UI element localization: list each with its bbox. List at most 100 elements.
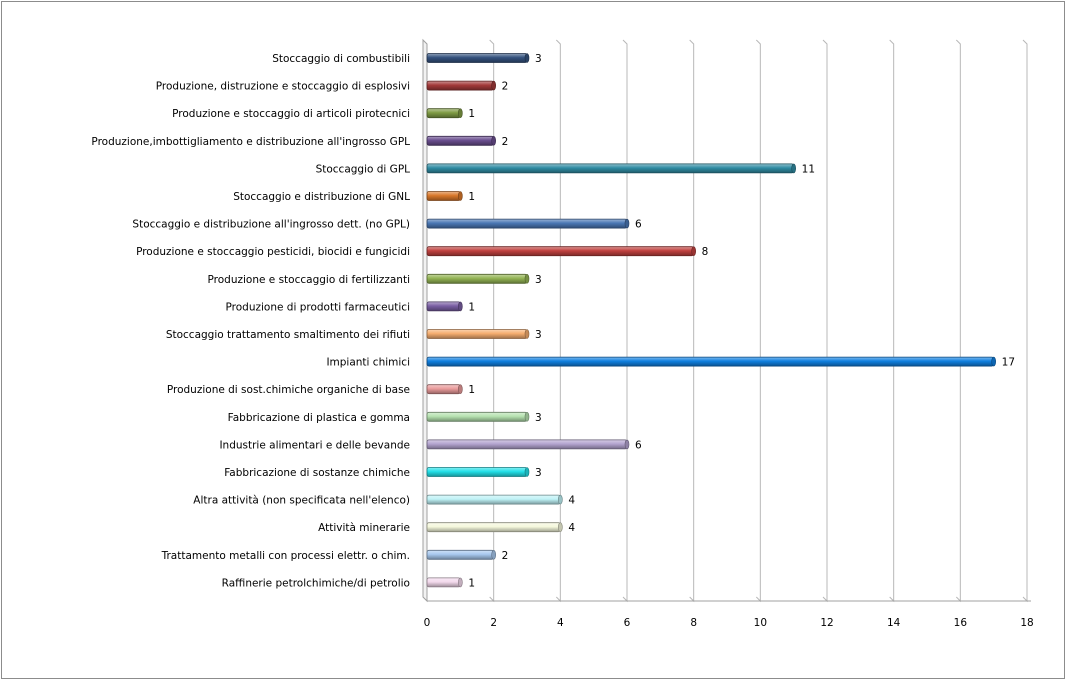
axes: [422, 38, 1031, 603]
data-label: 4: [568, 522, 575, 534]
bar-end-cap: [458, 577, 463, 588]
data-label: 1: [468, 191, 475, 203]
category-label: Produzione di sost.chimiche organiche di…: [167, 384, 410, 396]
bar: [426, 522, 561, 533]
x-tick-label: 6: [624, 617, 631, 629]
bar-end-cap: [624, 218, 630, 229]
category-label: Fabbricazione di plastica e gomma: [228, 412, 410, 424]
gridline: [822, 39, 828, 603]
x-tick-label: 16: [954, 617, 968, 629]
category-label: Produzione,imbottigliamento e distribuzi…: [91, 136, 410, 148]
x-tick-label: 8: [690, 617, 697, 629]
gridline: [622, 39, 628, 603]
bar: [426, 439, 628, 450]
gridline: [889, 39, 895, 603]
bar: [426, 384, 461, 395]
bar-end-cap: [791, 163, 796, 174]
bar-end-cap: [458, 191, 463, 201]
bar-end-cap: [558, 494, 563, 505]
category-label: Produzione e stoccaggio pesticidi, bioci…: [136, 246, 410, 258]
x-tick-label: 0: [424, 617, 431, 629]
category-labels: Stoccaggio di combustibili Produzione, di…: [91, 53, 410, 589]
category-label: Fabbricazione di sostanze chimiche: [224, 467, 410, 479]
category-label: Stoccaggio e distribuzione di GNL: [233, 191, 410, 203]
category-label: Stoccaggio trattamento smaltimento dei r…: [166, 329, 410, 341]
bar-end-cap: [558, 522, 563, 533]
category-label: Produzione di prodotti farmaceutici: [226, 301, 411, 313]
data-label: 1: [468, 301, 475, 313]
bar-end-cap: [524, 329, 530, 339]
data-label: 4: [568, 495, 575, 507]
grid-lines: [489, 39, 1028, 603]
data-label: 6: [635, 439, 642, 451]
data-label: 17: [1002, 357, 1015, 369]
data-label: 3: [535, 467, 542, 479]
data-label: 1: [468, 577, 475, 589]
bar-end-cap: [491, 136, 496, 146]
bar-end-cap: [524, 467, 530, 477]
bar: [426, 329, 528, 339]
bar: [426, 411, 528, 422]
category-label: Industrie alimentari e delle bevande: [219, 439, 410, 451]
category-label: Produzione, distruzione e stoccaggio di …: [156, 81, 410, 93]
data-label: 3: [535, 53, 542, 65]
category-label: Produzione e stoccaggio di articoli piro…: [172, 108, 410, 120]
bar: [426, 356, 995, 367]
bar-end-cap: [524, 53, 530, 63]
x-tick-label: 18: [1020, 617, 1033, 629]
x-tick-label: 4: [557, 617, 564, 629]
data-label: 2: [502, 81, 509, 93]
category-label: Stoccaggio di combustibili: [272, 53, 410, 65]
category-label: Impianti chimici: [326, 357, 410, 369]
bars: [426, 53, 996, 588]
data-label: 1: [468, 384, 475, 396]
bar-end-cap: [491, 80, 496, 91]
bar: [426, 163, 795, 174]
bar: [426, 577, 461, 588]
data-label: 3: [535, 329, 542, 341]
bar-end-cap: [524, 411, 530, 422]
data-label: 11: [802, 163, 815, 175]
category-label: Trattamento metalli con processi elettr.…: [161, 550, 410, 562]
bar-end-cap: [458, 108, 463, 118]
data-label: 2: [502, 550, 509, 562]
bar-end-cap: [624, 439, 630, 450]
category-label: Stoccaggio e distribuzione all'ingrosso …: [132, 219, 410, 231]
bar: [426, 53, 528, 63]
data-label: 1: [468, 108, 475, 120]
bar: [426, 191, 461, 201]
data-label: 2: [502, 136, 509, 148]
y-axis: [422, 38, 428, 603]
gridline: [555, 39, 561, 603]
category-label: Altra attività (non specificata nell'ele…: [193, 495, 410, 507]
category-label: Raffinerie petrolchimiche/di petrolio: [222, 577, 410, 589]
gridline: [755, 39, 761, 603]
gridline: [489, 39, 495, 603]
bar: [426, 218, 628, 229]
bar-end-cap: [991, 356, 996, 367]
bar: [426, 108, 461, 119]
data-label: 3: [535, 274, 542, 286]
bar-end-cap: [524, 273, 530, 284]
bar: [426, 301, 461, 312]
category-label: Stoccaggio di GPL: [316, 163, 411, 175]
x-tick-label: 10: [754, 617, 767, 629]
bar: [426, 80, 495, 91]
data-label: 3: [535, 412, 542, 424]
bar: [426, 494, 561, 505]
bar: [426, 273, 528, 284]
gridline: [955, 39, 961, 603]
x-tick-label: 2: [490, 617, 497, 629]
gridline: [1022, 39, 1028, 603]
x-tick-label: 12: [820, 617, 833, 629]
x-tick-label: 14: [887, 617, 901, 629]
category-label: Attività minerarie: [318, 522, 410, 534]
data-label: 6: [635, 219, 642, 231]
bar: [426, 467, 528, 477]
bar-end-cap: [458, 384, 463, 395]
data-label: 8: [702, 246, 709, 258]
bar-end-cap: [491, 549, 496, 560]
gridline: [689, 39, 695, 603]
